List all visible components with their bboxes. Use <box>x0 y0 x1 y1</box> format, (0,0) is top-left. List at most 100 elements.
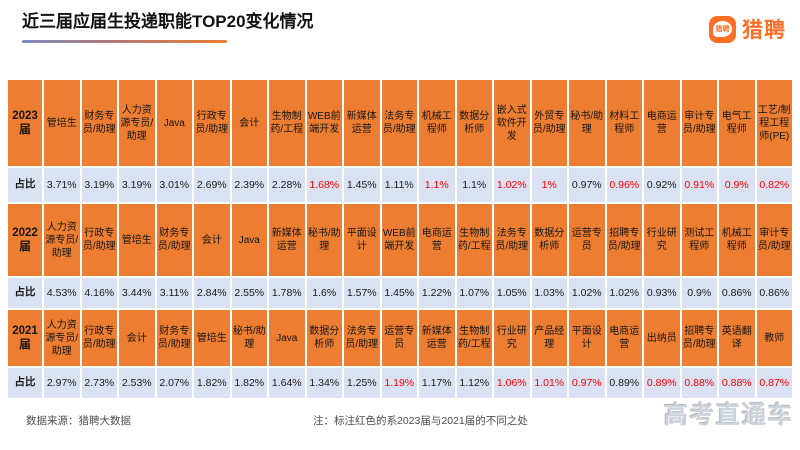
job-cell: 生物制药/工程 <box>456 310 492 366</box>
job-cell: 管培生 <box>44 80 80 166</box>
job-cell: 电气工程师 <box>719 80 755 166</box>
job-cell: 运营专员 <box>569 204 605 276</box>
ratio-cell: 3.11% <box>156 278 192 308</box>
ratio-cell: 1.82% <box>194 368 230 398</box>
ratio-cell: 1.45% <box>381 278 417 308</box>
job-cell: 财务专员/助理 <box>156 310 192 366</box>
ratio-cell: 0.82% <box>756 168 792 202</box>
ratio-cell: 1.82% <box>231 368 267 398</box>
ratio-cell: 0.91% <box>681 168 717 202</box>
ratio-cell: 2.84% <box>194 278 230 308</box>
ratio-cell: 0.9% <box>681 278 717 308</box>
job-cell: 行政专员/助理 <box>81 204 117 276</box>
job-cell: 秘书/助理 <box>231 310 267 366</box>
footer: 数据来源：猎聘大数据 注：标注红色的系2023届与2021届的不同之处 <box>0 413 800 428</box>
ratio-cell: 2.53% <box>119 368 155 398</box>
job-cell: 法务专员/助理 <box>381 80 417 166</box>
job-cell: 平面设计 <box>344 204 380 276</box>
ratio-cell: 4.16% <box>81 278 117 308</box>
job-cell: 人力资源专员/助理 <box>44 204 80 276</box>
ratio-cell: 2.55% <box>231 278 267 308</box>
ratio-cell: 1.02% <box>606 278 642 308</box>
title-block: 近三届应届生投递职能TOP20变化情况 <box>22 12 314 44</box>
ratio-cell: 1.68% <box>306 168 342 202</box>
ratio-cell: 0.88% <box>719 368 755 398</box>
ratio-cell: 1.45% <box>344 168 380 202</box>
job-cell: 会计 <box>194 204 230 276</box>
ratio-cell: 1% <box>531 168 567 202</box>
ratio-cell: 1.22% <box>419 278 455 308</box>
ratio-cell: 3.71% <box>44 168 80 202</box>
job-cell: 会计 <box>231 80 267 166</box>
job-cell: 材料工程师 <box>606 80 642 166</box>
ratio-cell: 0.96% <box>606 168 642 202</box>
job-cell: 英语翻译 <box>719 310 755 366</box>
job-cell: 数据分析师 <box>306 310 342 366</box>
red-mark-note: 注：标注红色的系2023届与2021届的不同之处 <box>313 415 528 427</box>
job-cell: WEB前端开发 <box>306 80 342 166</box>
job-cell: 人力资源专员/助理 <box>44 310 80 366</box>
job-cell: 数据分析师 <box>531 204 567 276</box>
ratio-cell: 0.93% <box>644 278 680 308</box>
job-cell: 行业研究 <box>644 204 680 276</box>
watermark: 高考直通车 <box>664 402 794 429</box>
ratio-cell: 1.02% <box>569 278 605 308</box>
job-cell: 电商运营 <box>419 204 455 276</box>
speech-bubble-icon: 猎聘 <box>713 21 732 37</box>
job-cell: Java <box>231 204 267 276</box>
job-cell: 新媒体运营 <box>269 204 305 276</box>
top20-table: 2023届 管培生 财务专员/助理 人力资源专员/助理 Java 行政专员/助理 会计 生物制… <box>8 80 792 398</box>
ratio-cell: 1.07% <box>456 278 492 308</box>
job-cell: 招聘专员/助理 <box>606 204 642 276</box>
ratio-cell: 2.39% <box>231 168 267 202</box>
page-title: 近三届应届生投递职能TOP20变化情况 <box>22 12 314 31</box>
ratio-cell: 1.03% <box>531 278 567 308</box>
job-cell: 财务专员/助理 <box>81 80 117 166</box>
header: 近三届应届生投递职能TOP20变化情况 猎聘 猎聘 <box>0 0 800 44</box>
job-cell: 机械工程师 <box>719 204 755 276</box>
job-cell: 管培生 <box>119 204 155 276</box>
job-cell: 数据分析师 <box>456 80 492 166</box>
data-source-note: 数据来源：猎聘大数据 <box>26 415 131 427</box>
ratio-cell: 2.28% <box>269 168 305 202</box>
job-cell: 秘书/助理 <box>569 80 605 166</box>
ratio-cell: 1.17% <box>419 368 455 398</box>
job-cell: 管培生 <box>194 310 230 366</box>
ratio-cell: 1.06% <box>494 368 530 398</box>
ratio-cell: 0.87% <box>756 368 792 398</box>
ratio-cell: 1.05% <box>494 278 530 308</box>
ratio-cell: 1.57% <box>344 278 380 308</box>
ratio-cell: 1.01% <box>531 368 567 398</box>
ratio-cell: 1.11% <box>381 168 417 202</box>
job-cell: 秘书/助理 <box>306 204 342 276</box>
ratio-cell: 2.69% <box>194 168 230 202</box>
job-cell: WEB前端开发 <box>381 204 417 276</box>
job-cell: 行业研究 <box>494 310 530 366</box>
job-cell: 新媒体运营 <box>419 310 455 366</box>
job-cell: 法务专员/助理 <box>494 204 530 276</box>
job-cell: Java <box>269 310 305 366</box>
ratio-cell: 1.34% <box>306 368 342 398</box>
ratio-cell: 0.86% <box>756 278 792 308</box>
ratio-cell: 1.19% <box>381 368 417 398</box>
job-cell: 电商运营 <box>644 80 680 166</box>
job-cell: 嵌入式软件开发 <box>494 80 530 166</box>
job-cell: 出纳员 <box>644 310 680 366</box>
ratio-cell: 0.89% <box>644 368 680 398</box>
ratio-cell: 3.19% <box>119 168 155 202</box>
job-cell: 运营专员 <box>381 310 417 366</box>
job-cell: 教师 <box>756 310 792 366</box>
ratio-cell: 0.97% <box>569 168 605 202</box>
job-cell: 工艺/制程工程师(PE) <box>756 80 792 166</box>
row-label-year: 2021届 <box>8 310 42 366</box>
job-cell: 外贸专员/助理 <box>531 80 567 166</box>
job-cell: 行政专员/助理 <box>194 80 230 166</box>
job-cell: 行政专员/助理 <box>81 310 117 366</box>
job-cell: 招聘专员/助理 <box>681 310 717 366</box>
job-cell: 机械工程师 <box>419 80 455 166</box>
job-cell: 测试工程师 <box>681 204 717 276</box>
row-label-year: 2023届 <box>8 80 42 166</box>
ratio-cell: 1.12% <box>456 368 492 398</box>
ratio-cell: 2.73% <box>81 368 117 398</box>
